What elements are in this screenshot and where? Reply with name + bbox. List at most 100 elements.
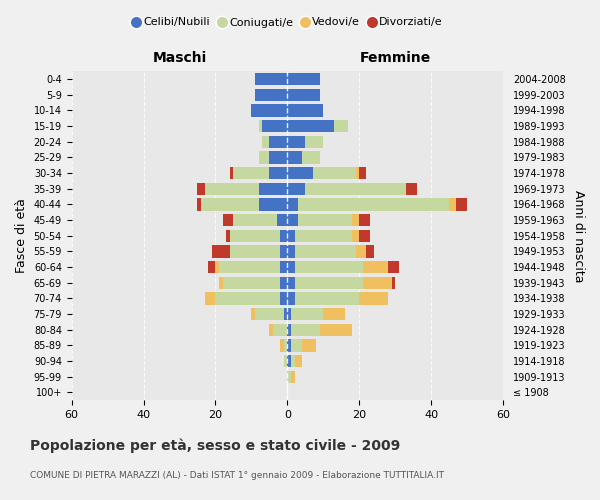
Bar [287, 214, 298, 226]
Bar [334, 120, 349, 132]
Bar [208, 261, 215, 274]
Bar [215, 292, 280, 304]
Bar [287, 104, 323, 117]
Bar [302, 339, 316, 351]
Legend: Celibi/Nubili, Coniugati/e, Vedovi/e, Divorziati/e: Celibi/Nubili, Coniugati/e, Vedovi/e, Di… [129, 13, 447, 32]
Bar [284, 339, 287, 351]
Bar [287, 73, 320, 86]
Bar [287, 370, 291, 383]
Bar [352, 214, 359, 226]
Bar [359, 167, 367, 179]
Bar [313, 167, 356, 179]
Bar [262, 136, 269, 148]
Bar [291, 339, 302, 351]
Bar [388, 261, 399, 274]
Text: Femmine: Femmine [359, 51, 431, 65]
Bar [197, 198, 201, 210]
Bar [449, 198, 457, 210]
Bar [197, 182, 205, 195]
Bar [295, 276, 363, 289]
Bar [280, 292, 287, 304]
Bar [323, 308, 345, 320]
Bar [356, 167, 359, 179]
Bar [259, 151, 269, 164]
Bar [287, 120, 334, 132]
Bar [280, 276, 287, 289]
Bar [212, 245, 230, 258]
Bar [359, 292, 388, 304]
Bar [287, 230, 295, 242]
Bar [215, 261, 219, 274]
Text: Maschi: Maschi [152, 51, 206, 65]
Bar [277, 214, 287, 226]
Bar [287, 245, 295, 258]
Bar [356, 245, 367, 258]
Bar [295, 245, 356, 258]
Bar [230, 245, 280, 258]
Bar [273, 324, 287, 336]
Bar [295, 292, 359, 304]
Bar [251, 104, 287, 117]
Bar [363, 261, 388, 274]
Bar [226, 230, 230, 242]
Text: COMUNE DI PIETRA MARAZZI (AL) - Dati ISTAT 1° gennaio 2009 - Elaborazione TUTTIT: COMUNE DI PIETRA MARAZZI (AL) - Dati IST… [30, 470, 444, 480]
Bar [287, 167, 313, 179]
Bar [287, 182, 305, 195]
Bar [251, 308, 255, 320]
Bar [230, 230, 280, 242]
Bar [295, 355, 302, 368]
Bar [406, 182, 417, 195]
Bar [269, 136, 287, 148]
Bar [305, 136, 323, 148]
Bar [255, 73, 287, 86]
Bar [233, 214, 277, 226]
Bar [280, 261, 287, 274]
Bar [284, 308, 287, 320]
Bar [205, 182, 259, 195]
Bar [359, 214, 370, 226]
Bar [269, 151, 287, 164]
Bar [363, 276, 392, 289]
Bar [367, 245, 374, 258]
Bar [259, 182, 287, 195]
Bar [291, 308, 323, 320]
Bar [457, 198, 467, 210]
Bar [287, 339, 291, 351]
Bar [233, 167, 269, 179]
Bar [302, 151, 320, 164]
Bar [259, 198, 287, 210]
Bar [223, 276, 280, 289]
Y-axis label: Anni di nascita: Anni di nascita [572, 190, 585, 282]
Bar [287, 198, 298, 210]
Y-axis label: Fasce di età: Fasce di età [15, 198, 28, 273]
Bar [205, 292, 215, 304]
Text: Popolazione per età, sesso e stato civile - 2009: Popolazione per età, sesso e stato civil… [30, 438, 400, 453]
Bar [287, 292, 295, 304]
Bar [352, 230, 359, 242]
Bar [219, 261, 280, 274]
Bar [291, 370, 295, 383]
Bar [287, 261, 295, 274]
Bar [201, 198, 259, 210]
Bar [255, 308, 284, 320]
Bar [223, 214, 233, 226]
Bar [287, 151, 302, 164]
Bar [287, 276, 295, 289]
Bar [305, 182, 406, 195]
Bar [291, 324, 320, 336]
Bar [280, 245, 287, 258]
Bar [284, 355, 287, 368]
Bar [287, 308, 291, 320]
Bar [259, 120, 262, 132]
Bar [320, 324, 352, 336]
Bar [359, 230, 370, 242]
Bar [280, 339, 284, 351]
Bar [280, 230, 287, 242]
Bar [295, 230, 352, 242]
Bar [291, 355, 295, 368]
Bar [295, 261, 363, 274]
Bar [287, 136, 305, 148]
Bar [287, 355, 291, 368]
Bar [269, 324, 273, 336]
Bar [230, 167, 233, 179]
